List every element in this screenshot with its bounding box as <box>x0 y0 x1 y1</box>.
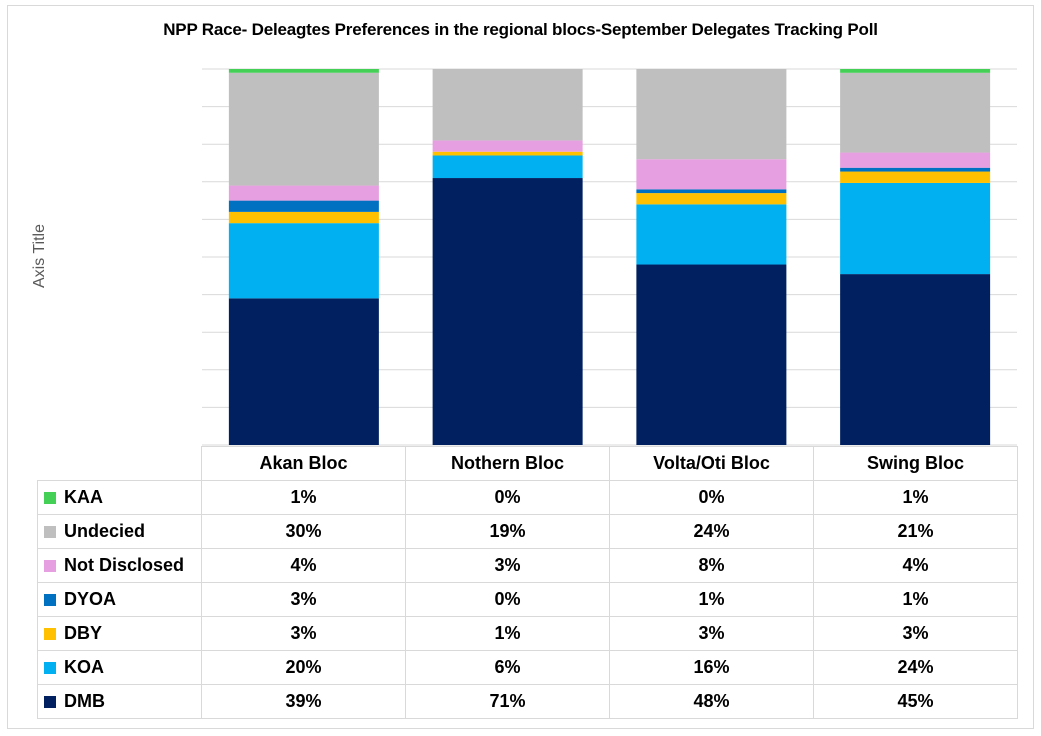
category-label-2: Nothern Bloc <box>405 446 610 481</box>
data-label-koa-2: 6% <box>405 650 610 685</box>
legend-label: DBY <box>64 623 103 643</box>
data-label-koa-3: 16% <box>609 650 814 685</box>
data-table-corner <box>37 446 202 481</box>
data-label-dmb-1: 39% <box>201 684 406 719</box>
legend-label: DYOA <box>64 589 117 609</box>
legend-entry-not-disclosed: Not Disclosed <box>37 548 202 583</box>
legend-key-kaa <box>44 492 56 504</box>
data-label-dby-4: 3% <box>813 616 1018 651</box>
data-label-not-disclosed-1: 4% <box>201 548 406 583</box>
bar-segment-not-disclosed-3 <box>636 159 787 190</box>
legend-key-dby <box>44 628 56 640</box>
legend-label: Not Disclosed <box>64 555 185 575</box>
data-label-dyoa-4: 1% <box>813 582 1018 617</box>
bar-segment-dby-1 <box>228 211 379 224</box>
bar-segment-undecied-3 <box>636 69 787 160</box>
bar-segment-kaa-4 <box>840 69 991 73</box>
bar-segment-dyoa-3 <box>636 189 787 194</box>
bar-segment-not-disclosed-1 <box>228 185 379 201</box>
data-label-dmb-2: 71% <box>405 684 610 719</box>
bar-segment-dmb-4 <box>840 274 991 445</box>
data-label-not-disclosed-4: 4% <box>813 548 1018 583</box>
table-row-dby: DBY 3% 1% 3% 3% <box>37 616 1018 651</box>
data-table-header: Akan Bloc Nothern Bloc Volta/Oti Bloc Swing… <box>37 446 1018 481</box>
bar-segment-kaa-1 <box>228 69 379 73</box>
bar-segment-koa-2 <box>432 155 583 179</box>
chart-frame <box>7 5 1034 729</box>
table-row-not-disclosed: Not Disclosed 4% 3% 8% 4% <box>37 548 1018 583</box>
legend-label: KOA <box>64 657 104 677</box>
legend-entry-koa: KOA <box>37 650 202 685</box>
table-row-dmb: DMB 39% 71% 48% 45% <box>37 684 1018 719</box>
legend-entry-dby: DBY <box>37 616 202 651</box>
category-label-1: Akan Bloc <box>201 446 406 481</box>
bar-segment-undecied-4 <box>840 72 991 153</box>
bar-segment-dby-3 <box>636 193 787 205</box>
bar-segment-dby-4 <box>840 171 991 183</box>
legend-entry-undecied: Undecied <box>37 514 202 549</box>
data-label-undecied-2: 19% <box>405 514 610 549</box>
bar-segment-dyoa-1 <box>228 200 379 212</box>
data-label-dby-2: 1% <box>405 616 610 651</box>
data-label-koa-1: 20% <box>201 650 406 685</box>
legend-label: Undecied <box>64 521 146 541</box>
bar-segment-dyoa-4 <box>840 167 991 172</box>
bar-segment-undecied-2 <box>432 69 583 141</box>
bar-segment-koa-3 <box>636 204 787 265</box>
table-row-undecied: Undecied 30% 19% 24% 21% <box>37 514 1018 549</box>
data-label-dmb-4: 45% <box>813 684 1018 719</box>
data-label-dyoa-1: 3% <box>201 582 406 617</box>
data-label-undecied-3: 24% <box>609 514 814 549</box>
legend-key-undecied <box>44 526 56 538</box>
legend-entry-dyoa: DYOA <box>37 582 202 617</box>
chart-title: NPP Race- Deleagtes Preferences in the r… <box>163 20 878 39</box>
bar-segment-dmb-3 <box>636 264 787 445</box>
data-label-not-disclosed-3: 8% <box>609 548 814 583</box>
data-label-kaa-4: 1% <box>813 480 1018 515</box>
data-label-undecied-4: 21% <box>813 514 1018 549</box>
data-label-not-disclosed-2: 3% <box>405 548 610 583</box>
bar-segment-dmb-2 <box>432 178 583 446</box>
data-label-kaa-3: 0% <box>609 480 814 515</box>
legend-label: DMB <box>64 691 105 711</box>
data-label-dby-1: 3% <box>201 616 406 651</box>
table-row-koa: KOA 20% 6% 16% 24% <box>37 650 1018 685</box>
data-label-koa-4: 24% <box>813 650 1018 685</box>
legend-key-dmb <box>44 696 56 708</box>
bar-segment-dmb-1 <box>228 298 379 445</box>
table-row-kaa: KAA 1% 0% 0% 1% <box>37 480 1018 515</box>
data-label-kaa-1: 1% <box>201 480 406 515</box>
legend-label: KAA <box>64 487 103 507</box>
plot-area <box>202 68 1017 446</box>
bar-segment-dby-2 <box>432 151 583 156</box>
bar-segment-koa-4 <box>840 182 991 275</box>
data-table: Akan Bloc Nothern Bloc Volta/Oti Bloc Swing… <box>37 446 1018 719</box>
legend-entry-kaa: KAA <box>37 480 202 515</box>
legend-key-koa <box>44 662 56 674</box>
data-label-dyoa-3: 1% <box>609 582 814 617</box>
bar-segment-not-disclosed-4 <box>840 152 991 168</box>
category-label-3: Volta/Oti Bloc <box>609 446 814 481</box>
bar-segment-koa-1 <box>228 223 379 299</box>
legend-entry-dmb: DMB <box>37 684 202 719</box>
data-label-kaa-2: 0% <box>405 480 610 515</box>
data-label-dmb-3: 48% <box>609 684 814 719</box>
legend-key-dyoa <box>44 594 56 606</box>
data-label-dby-3: 3% <box>609 616 814 651</box>
bar-segment-not-disclosed-2 <box>432 140 583 152</box>
category-label-4: Swing Bloc <box>813 446 1018 481</box>
bar-segment-undecied-1 <box>228 72 379 186</box>
table-row-dyoa: DYOA 3% 0% 1% 1% <box>37 582 1018 617</box>
data-label-undecied-1: 30% <box>201 514 406 549</box>
legend-key-not-disclosed <box>44 560 56 572</box>
data-label-dyoa-2: 0% <box>405 582 610 617</box>
